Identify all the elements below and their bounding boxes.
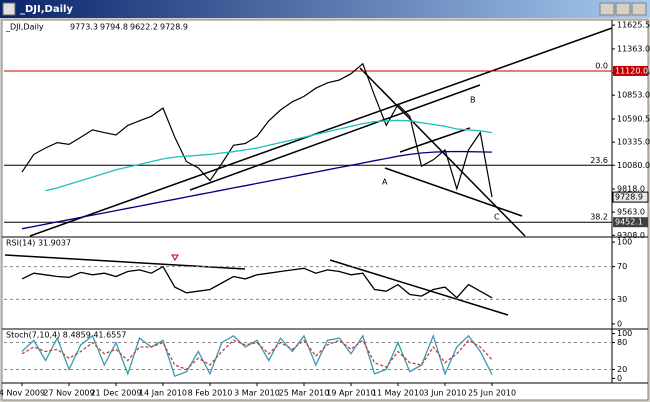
y-tick-label: 10590.5	[617, 114, 650, 123]
fib-label: 23.6	[590, 156, 608, 165]
y-tick-label: 11363.0	[617, 44, 650, 53]
trendline	[29, 27, 613, 237]
y-tick-label: 100	[617, 329, 632, 338]
price-tag-label: 11120.0	[615, 66, 648, 75]
series-line	[21, 150, 493, 230]
y-tick-label: 9563.0	[617, 208, 645, 217]
trendline	[189, 84, 481, 191]
x-tick-label: 25 Mar 2010	[279, 389, 330, 398]
y-tick-label: 30	[617, 295, 627, 304]
close-button[interactable]	[631, 2, 647, 16]
last-price-tag	[612, 191, 649, 203]
fib-label: 0.0	[595, 61, 608, 70]
x-tick-label: 11 May 2010	[372, 389, 424, 398]
x-tick-label: 4 Nov 2009	[0, 389, 45, 398]
y-tick-label: 9818.0	[617, 185, 645, 194]
last-price-label: 9728.9	[615, 193, 643, 202]
trendline	[384, 167, 523, 217]
x-tick-label: 21 Dec 2009	[90, 389, 141, 398]
x-tick-label: 3 Mar 2010	[234, 389, 280, 398]
maximize-button[interactable]	[615, 2, 631, 16]
trendlines	[4, 27, 613, 316]
series-line	[21, 265, 493, 299]
ohlc-value: 9794.8	[100, 23, 128, 32]
y-tick-label: 10080.0	[617, 161, 650, 170]
y-tick-label: 0	[617, 319, 622, 328]
annotation: C	[494, 213, 500, 222]
x-tick-label: 3 Jun 2010	[423, 389, 466, 398]
minimize-button[interactable]	[599, 2, 615, 16]
ohlc-value: 9728.9	[160, 23, 188, 32]
y-tick-label: 20	[617, 365, 627, 374]
ohlc-value: 9773.3	[70, 23, 98, 32]
title-bar	[0, 0, 650, 18]
y-tick-label: 10335.0	[617, 138, 650, 147]
pane-title: RSI(14) 31.9037	[6, 239, 71, 248]
price-tag	[613, 217, 648, 228]
x-tick-label: 8 Feb 2010	[188, 389, 233, 398]
x-tick-label: 19 Apr 2010	[326, 389, 375, 398]
pane-title: Stoch(7,10,4) 8.4859 41.6557	[6, 331, 126, 340]
pane-title: _DJI,Daily	[5, 23, 44, 32]
x-tick-label: 14 Jan 2010	[139, 389, 187, 398]
series-line	[21, 333, 493, 378]
window-buttons[interactable]	[599, 2, 647, 16]
y-tick-label: 100	[617, 238, 632, 247]
series-line	[45, 119, 493, 192]
trendline	[399, 127, 471, 153]
x-tick-label: 27 Nov 2009	[43, 389, 94, 398]
x-tick-label: 25 Jun 2010	[468, 389, 516, 398]
y-tick-label: 9308.0	[617, 231, 645, 240]
series-line	[21, 339, 493, 371]
y-tick-label: 11625.5	[617, 21, 650, 30]
series-line	[21, 62, 493, 198]
annotation: B	[470, 96, 476, 105]
ohlc-value: 9622.2	[130, 23, 158, 32]
window-title: _DJI,Daily	[20, 4, 73, 15]
y-tick-label: 0	[617, 374, 622, 383]
rsi-trendline	[329, 259, 509, 316]
price-tag	[613, 65, 648, 76]
price-tag-label: 9452.1	[615, 218, 643, 227]
y-tick-label: 70	[617, 262, 627, 271]
fib-label: 38.2	[590, 213, 608, 222]
y-tick-label: 10853.0	[617, 91, 650, 100]
y-tick-label: 80	[617, 338, 627, 347]
window-icon	[2, 2, 16, 16]
annotation: A	[382, 178, 388, 187]
signal-arrow	[171, 254, 179, 261]
